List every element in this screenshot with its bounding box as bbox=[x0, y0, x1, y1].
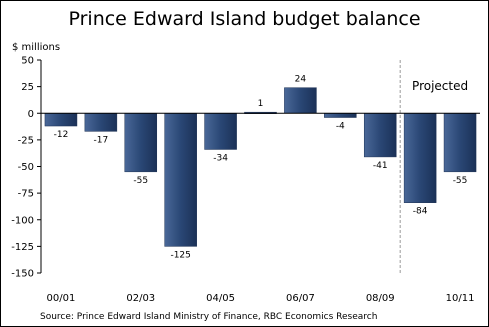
y-tick-label: -125 bbox=[11, 242, 34, 253]
y-tick-label: 50 bbox=[21, 56, 34, 67]
y-tick-label: -75 bbox=[18, 189, 34, 200]
bar-09-10 bbox=[403, 113, 437, 203]
y-tick-label: -25 bbox=[18, 135, 34, 146]
bar-06-07 bbox=[284, 87, 317, 114]
y-tick-label: 25 bbox=[21, 82, 34, 93]
chart-title: Prince Edward Island budget balance bbox=[68, 8, 421, 30]
data-label: 24 bbox=[295, 75, 307, 85]
data-label: -12 bbox=[54, 130, 69, 140]
source-note: Source: Prince Edward Island Ministry of… bbox=[40, 312, 378, 322]
data-label: 1 bbox=[258, 99, 264, 109]
x-tick-label: 00/01 bbox=[47, 293, 76, 304]
data-label: -4 bbox=[336, 122, 345, 132]
bar-10-11 bbox=[443, 113, 477, 173]
data-label: -17 bbox=[94, 135, 109, 145]
data-label: -55 bbox=[133, 176, 148, 186]
x-tick-label: 06/07 bbox=[286, 293, 315, 304]
x-tick-label: 10/11 bbox=[446, 293, 475, 304]
x-tick-label: 08/09 bbox=[366, 293, 395, 304]
data-label: -34 bbox=[213, 153, 228, 163]
bar-03-04 bbox=[164, 113, 197, 247]
bar-02-03 bbox=[124, 113, 158, 173]
data-label: -84 bbox=[413, 207, 428, 217]
data-label: -55 bbox=[453, 176, 468, 186]
bar-07-08 bbox=[324, 113, 357, 118]
y-axis-unit-label: $ millions bbox=[12, 42, 61, 53]
projected-label: Projected bbox=[412, 79, 468, 93]
x-tick-label: 02/03 bbox=[126, 293, 155, 304]
data-label: -125 bbox=[170, 250, 190, 260]
y-tick-label: -50 bbox=[18, 162, 34, 173]
y-tick-label: -100 bbox=[11, 215, 34, 226]
y-tick-label: 0 bbox=[28, 109, 34, 120]
x-tick-label: 04/05 bbox=[206, 293, 235, 304]
bar-00-01 bbox=[44, 113, 78, 127]
y-tick-label: -150 bbox=[11, 269, 34, 280]
bar-04-05 bbox=[204, 113, 237, 150]
bar-08-09 bbox=[363, 113, 397, 158]
bar-01-02 bbox=[84, 113, 118, 132]
data-label: -41 bbox=[373, 161, 388, 171]
